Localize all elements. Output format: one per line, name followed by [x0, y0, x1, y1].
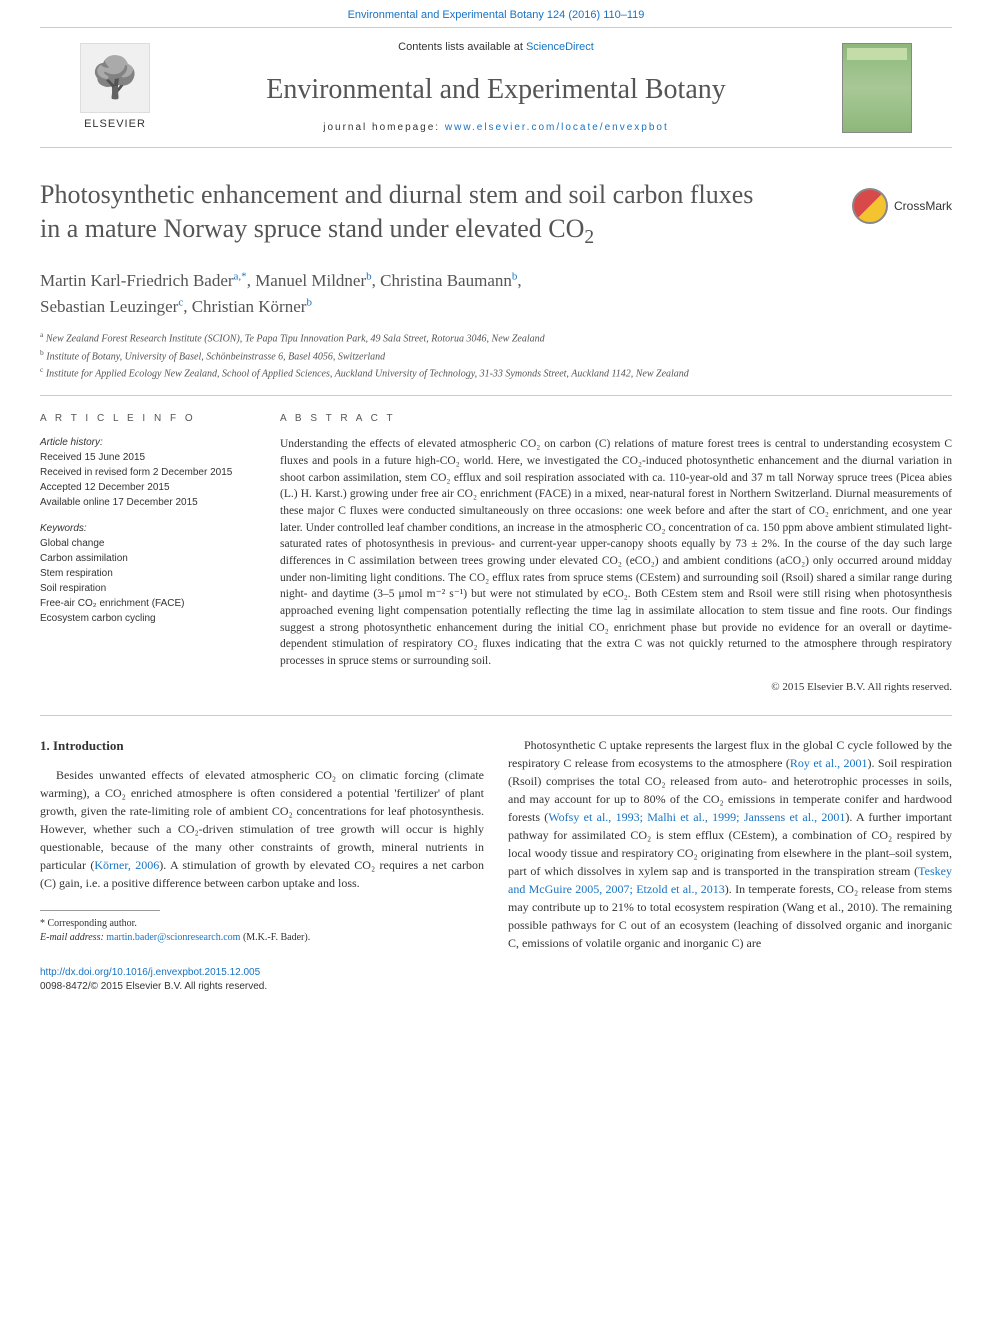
publisher-logo[interactable]: ELSEVIER: [80, 43, 150, 132]
email-footnote: E-mail address: martin.bader@scionresear…: [40, 931, 484, 945]
column-left: 1. Introduction Besides unwanted effects…: [40, 736, 484, 952]
article-info-heading: A R T I C L E I N F O: [40, 412, 260, 426]
journal-citation-text: Environmental and Experimental Botany 12…: [348, 9, 645, 21]
affiliations: a New Zealand Forest Research Institute …: [40, 329, 952, 381]
author-4-sup: c: [178, 296, 183, 308]
footnote-separator: [40, 910, 160, 911]
author-1-sup: a,*: [234, 271, 247, 283]
crossmark-icon: [852, 188, 888, 224]
citation-korner-2006[interactable]: Körner, 2006: [94, 858, 159, 872]
revised-date: Received in revised form 2 December 2015: [40, 466, 260, 480]
header-center: Contents lists available at ScienceDirec…: [150, 40, 842, 135]
keyword-1: Global change: [40, 537, 260, 551]
author-2-sup: b: [366, 271, 372, 283]
intro-heading: 1. Introduction: [40, 736, 484, 756]
doi-link[interactable]: http://dx.doi.org/10.1016/j.envexpbot.20…: [40, 966, 952, 980]
corresponding-author-note: * Corresponding author.: [40, 917, 484, 931]
affiliation-a: a New Zealand Forest Research Institute …: [40, 329, 952, 346]
abstract-block: A B S T R A C T Understanding the effect…: [280, 412, 952, 695]
homepage-url[interactable]: www.elsevier.com/locate/envexpbot: [445, 122, 669, 133]
author-3-sup: b: [512, 271, 518, 283]
journal-name: Environmental and Experimental Botany: [170, 70, 822, 109]
accepted-date: Accepted 12 December 2015: [40, 481, 260, 495]
keyword-2: Carbon assimilation: [40, 552, 260, 566]
author-email-link[interactable]: martin.bader@scionresearch.com: [106, 932, 240, 943]
author-5[interactable]: Christian Körner: [192, 297, 307, 316]
intro-paragraph-1: Besides unwanted effects of elevated atm…: [40, 766, 484, 892]
journal-citation[interactable]: Environmental and Experimental Botany 12…: [0, 0, 992, 27]
keywords-label: Keywords:: [40, 522, 260, 536]
citation-wofsy-malhi-janssens[interactable]: Wofsy et al., 1993; Malhi et al., 1999; …: [548, 810, 845, 824]
contents-available-line: Contents lists available at ScienceDirec…: [170, 40, 822, 55]
author-5-sup: b: [306, 296, 312, 308]
author-3[interactable]: Christina Baumann: [380, 271, 512, 290]
received-date: Received 15 June 2015: [40, 451, 260, 465]
abstract-heading: A B S T R A C T: [280, 412, 952, 426]
keyword-4: Soil respiration: [40, 582, 260, 596]
sciencedirect-link[interactable]: ScienceDirect: [526, 41, 594, 53]
title-sub: 2: [584, 227, 594, 248]
publisher-name: ELSEVIER: [84, 117, 146, 132]
body-columns: 1. Introduction Besides unwanted effects…: [0, 716, 992, 952]
contents-prefix: Contents lists available at: [398, 41, 526, 53]
journal-header: ELSEVIER Contents lists available at Sci…: [40, 27, 952, 148]
history-label: Article history:: [40, 436, 260, 450]
affiliation-b: b Institute of Botany, University of Bas…: [40, 347, 952, 364]
homepage-prefix: journal homepage:: [323, 122, 445, 133]
page-footer: http://dx.doi.org/10.1016/j.envexpbot.20…: [0, 952, 992, 1014]
abstract-copyright: © 2015 Elsevier B.V. All rights reserved…: [280, 680, 952, 695]
article-title: Photosynthetic enhancement and diurnal s…: [40, 178, 840, 250]
keyword-5: Free-air CO₂ enrichment (FACE): [40, 597, 260, 611]
column-right: Photosynthetic C uptake represents the l…: [508, 736, 952, 952]
citation-roy-2001[interactable]: Roy et al., 2001: [790, 756, 868, 770]
journal-cover-thumbnail[interactable]: [842, 43, 912, 133]
keyword-3: Stem respiration: [40, 567, 260, 581]
author-4[interactable]: Sebastian Leuzinger: [40, 297, 178, 316]
title-line-2: in a mature Norway spruce stand under el…: [40, 214, 584, 243]
affiliation-c: c Institute for Applied Ecology New Zeal…: [40, 364, 952, 381]
abstract-text: Understanding the effects of elevated at…: [280, 436, 952, 669]
meta-section: A R T I C L E I N F O Article history: R…: [40, 395, 952, 695]
homepage-line: journal homepage: www.elsevier.com/locat…: [170, 121, 822, 135]
title-line-1: Photosynthetic enhancement and diurnal s…: [40, 180, 753, 209]
author-1[interactable]: Martin Karl-Friedrich Bader: [40, 271, 234, 290]
article-header: CrossMark Photosynthetic enhancement and…: [0, 148, 992, 395]
author-list: Martin Karl-Friedrich Badera,*, Manuel M…: [40, 268, 952, 319]
issn-copyright: 0098-8472/© 2015 Elsevier B.V. All right…: [40, 980, 952, 994]
elsevier-tree-icon: [80, 43, 150, 113]
article-info: A R T I C L E I N F O Article history: R…: [40, 412, 280, 695]
intro-paragraph-2: Photosynthetic C uptake represents the l…: [508, 736, 952, 952]
crossmark-label: CrossMark: [894, 198, 952, 215]
keyword-6: Ecosystem carbon cycling: [40, 612, 260, 626]
author-2[interactable]: Manuel Mildner: [255, 271, 366, 290]
online-date: Available online 17 December 2015: [40, 496, 260, 510]
crossmark-badge[interactable]: CrossMark: [852, 188, 952, 224]
